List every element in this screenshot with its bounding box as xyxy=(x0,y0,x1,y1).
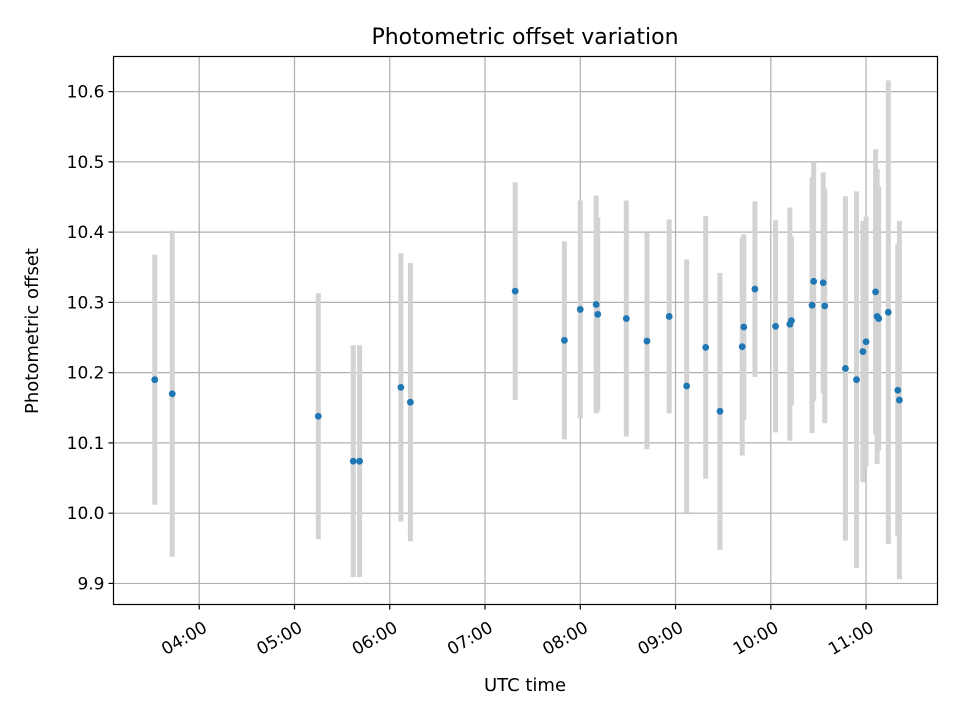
data-point xyxy=(576,306,584,313)
y-tick-label: 10.5 xyxy=(67,153,105,173)
y-tick-label: 10.6 xyxy=(67,83,105,103)
data-point xyxy=(884,308,892,316)
data-point xyxy=(738,343,746,351)
data-point xyxy=(872,288,879,296)
grid-lines xyxy=(113,56,938,605)
y-tick-label: 9.9 xyxy=(77,574,104,594)
data-point xyxy=(819,279,827,287)
data-point xyxy=(560,336,568,344)
data-point xyxy=(592,301,600,308)
y-axis-label: Photometric offset xyxy=(22,248,43,414)
y-tick-label: 10.3 xyxy=(67,293,105,313)
data-point xyxy=(808,301,816,309)
data-point xyxy=(788,317,795,325)
y-tick-label: 10.1 xyxy=(67,434,105,454)
data-point xyxy=(665,313,673,320)
data-point xyxy=(740,323,748,331)
data-point xyxy=(842,365,849,372)
data-point xyxy=(895,396,903,404)
data-point xyxy=(859,348,867,355)
data-point xyxy=(151,376,159,384)
data-point xyxy=(594,310,602,318)
data-point xyxy=(810,277,818,285)
data-point xyxy=(894,386,902,394)
data-point xyxy=(622,315,630,322)
data-point xyxy=(751,285,759,293)
y-tick-label: 10.0 xyxy=(67,504,105,524)
y-tick-label: 10.2 xyxy=(67,364,105,384)
chart-title: Photometric offset variation xyxy=(371,25,678,50)
data-point xyxy=(862,338,870,346)
data-point xyxy=(875,315,883,322)
data-point xyxy=(716,407,724,415)
data-point xyxy=(356,457,363,465)
plot-frame xyxy=(112,55,939,606)
x-axis-label: UTC time xyxy=(484,675,566,696)
data-points xyxy=(151,277,903,465)
data-point xyxy=(702,343,710,351)
y-tick-label: 10.4 xyxy=(67,223,105,243)
data-point xyxy=(314,412,322,420)
data-point xyxy=(406,398,414,406)
data-point xyxy=(683,382,691,390)
data-point xyxy=(349,457,357,465)
data-point xyxy=(168,390,176,398)
data-point xyxy=(511,287,519,295)
data-point xyxy=(772,322,779,330)
data-point xyxy=(397,384,405,391)
data-point xyxy=(643,337,651,345)
data-point xyxy=(853,376,860,384)
data-point xyxy=(821,302,829,310)
